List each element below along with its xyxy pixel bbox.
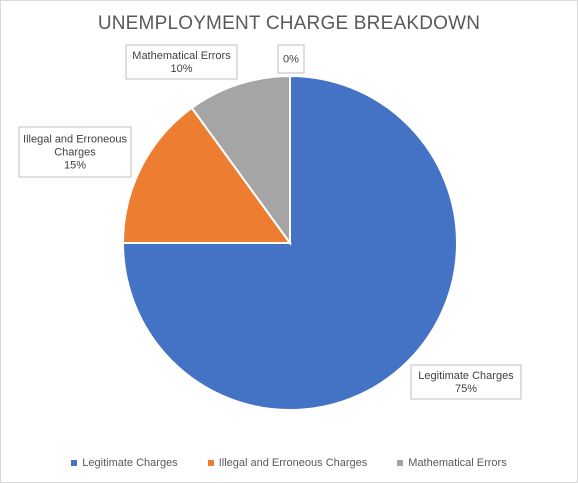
legend-label-mathematical-errors: Mathematical Errors — [408, 457, 507, 469]
data-label-percent: 75% — [455, 383, 477, 395]
legend-swatch-mathematical-errors — [397, 460, 404, 466]
data-label-text: Mathematical Errors — [132, 50, 231, 62]
data-label-percent: 0% — [283, 54, 299, 66]
chart-title: UNEMPLOYMENT CHARGE BREAKDOWN — [97, 13, 481, 34]
data-label-percent: 15% — [64, 160, 86, 172]
data-label-text: Illegal and Erroneous — [23, 134, 127, 146]
data-label-text: Charges — [54, 147, 96, 159]
pie-slice-illegal-and-erroneous-charges — [121, 106, 292, 244]
legend-item-illegal-and-erroneous-charges: Illegal and Erroneous Charges — [207, 457, 368, 469]
data-label-zero-slice: 0% — [277, 44, 305, 74]
legend-swatch-legitimate-charges — [71, 460, 78, 466]
legend-item-legitimate-charges: Legitimate Charges — [71, 457, 178, 469]
data-label-box — [18, 126, 132, 178]
pie-slice-mathematical-errors — [190, 74, 291, 247]
data-label-box — [125, 44, 238, 80]
data-label-box — [410, 364, 522, 400]
data-label-text: Legitimate Charges — [418, 370, 514, 382]
legend-label-illegal-and-erroneous-charges: Illegal and Erroneous Charges — [218, 457, 368, 469]
data-label-box — [277, 44, 305, 74]
data-label-percent: 10% — [170, 63, 192, 75]
chart-legend: Legitimate Charges Illegal and Erroneous… — [1, 457, 577, 469]
legend-swatch-illegal-and-erroneous-charges — [207, 460, 214, 466]
pie-slice-legitimate-charges — [121, 74, 458, 411]
legend-label-legitimate-charges: Legitimate Charges — [82, 457, 178, 469]
legend-item-mathematical-errors: Mathematical Errors — [397, 457, 507, 469]
